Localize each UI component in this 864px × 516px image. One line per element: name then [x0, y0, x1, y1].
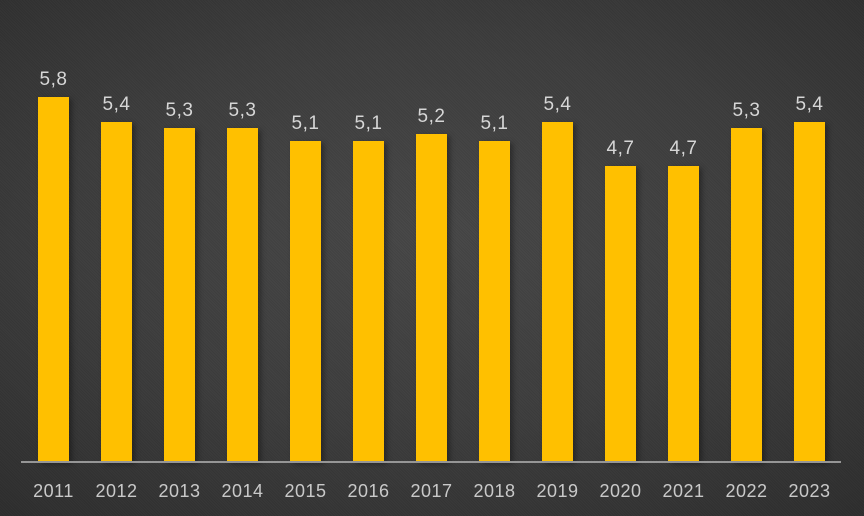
value-label-2022: 5,3	[732, 100, 761, 121]
value-label-2013: 5,3	[165, 100, 194, 121]
bar-2020	[605, 166, 636, 462]
bar-2017	[416, 134, 447, 462]
x-tick-2023: 2023	[788, 481, 831, 501]
x-tick-2018: 2018	[473, 481, 516, 501]
value-label-2021: 4,7	[669, 138, 698, 159]
x-tick-2013: 2013	[158, 481, 201, 501]
x-tick-2012: 2012	[95, 481, 138, 501]
x-tick-2016: 2016	[347, 481, 390, 501]
value-label-2015: 5,1	[291, 113, 320, 134]
value-label-2023: 5,4	[795, 94, 824, 115]
x-axis-line	[21, 461, 841, 463]
x-tick-2015: 2015	[284, 481, 327, 501]
bar-2022	[731, 128, 762, 462]
bar-2015	[290, 141, 321, 462]
bar-2014	[227, 128, 258, 462]
bar-2011	[38, 97, 69, 462]
bar-2019	[542, 122, 573, 462]
bar-2021	[668, 166, 699, 462]
x-tick-2014: 2014	[221, 481, 264, 501]
x-tick-2022: 2022	[725, 481, 768, 501]
value-label-2014: 5,3	[228, 100, 257, 121]
value-label-2011: 5,8	[39, 69, 68, 90]
value-label-2018: 5,1	[480, 113, 509, 134]
bar-2013	[164, 128, 195, 462]
x-tick-2011: 2011	[33, 481, 74, 501]
value-label-2016: 5,1	[354, 113, 383, 134]
value-label-2012: 5,4	[102, 94, 131, 115]
bar-2012	[101, 122, 132, 462]
bar-2023	[794, 122, 825, 462]
value-label-2017: 5,2	[417, 106, 446, 127]
x-tick-2020: 2020	[599, 481, 642, 501]
x-tick-2019: 2019	[536, 481, 579, 501]
x-tick-2017: 2017	[410, 481, 453, 501]
x-tick-2021: 2021	[662, 481, 705, 501]
bar-2018	[479, 141, 510, 462]
value-label-2020: 4,7	[606, 138, 635, 159]
bar-2016	[353, 141, 384, 462]
value-label-2019: 5,4	[543, 94, 572, 115]
